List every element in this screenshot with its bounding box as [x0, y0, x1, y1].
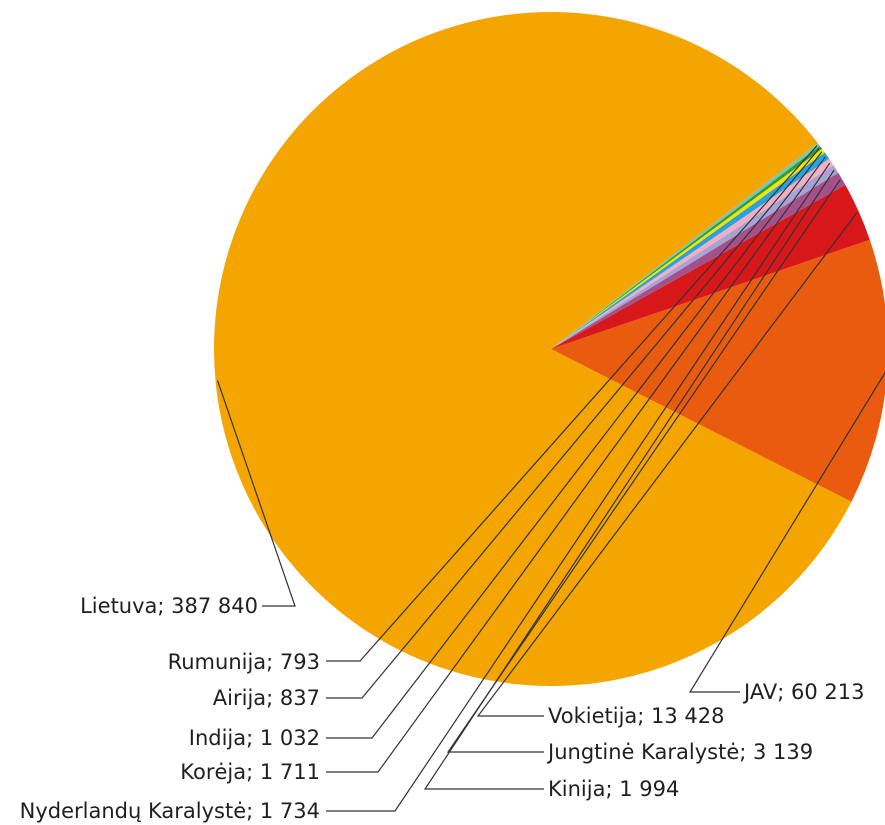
slice-airija [551, 145, 823, 349]
label-jav: JAV; 60 213 [742, 680, 864, 704]
label-airija: Airija; 837 [213, 686, 320, 710]
slice-vokietija [551, 184, 870, 349]
label-koreja: Korėja; 1 711 [180, 760, 320, 784]
label-jungtine-karalyste: Jungtinė Karalystė; 3 139 [546, 740, 813, 764]
slice-korėja [551, 152, 830, 349]
slice-labels: Lietuva; 387 840 JAV; 60 213 Vokietija; … [20, 594, 865, 823]
slice-rumunija [551, 142, 820, 349]
label-rumunija: Rumunija; 793 [168, 650, 320, 674]
leader-line-lietuva [216, 380, 296, 607]
label-lietuva: Lietuva; 387 840 [80, 594, 258, 618]
leader-line-jav [688, 372, 885, 693]
slice-lietuva [214, 12, 852, 687]
leader-line-rumunija [326, 145, 818, 662]
leader-line-nyderlandų-karalystė [326, 162, 831, 812]
leader-line-vokietija [476, 212, 858, 717]
label-nyderlandu-karalyste: Nyderlandų Karalystė; 1 734 [20, 799, 320, 823]
pie-slices [214, 12, 885, 687]
label-kinija: Kinija; 1 994 [548, 777, 679, 801]
leader-line-airija [326, 148, 820, 699]
leader-line-kinija [423, 169, 835, 790]
label-indija: Indija; 1 032 [189, 726, 320, 750]
leader-lines [216, 145, 885, 812]
leader-line-korėja [326, 156, 826, 773]
slice-jav [551, 239, 885, 502]
label-vokietija: Vokietija; 13 428 [548, 704, 725, 728]
slice-indija [551, 148, 825, 349]
leader-line-jungtinė-karalystė [446, 179, 841, 753]
leader-line-indija [326, 151, 823, 739]
